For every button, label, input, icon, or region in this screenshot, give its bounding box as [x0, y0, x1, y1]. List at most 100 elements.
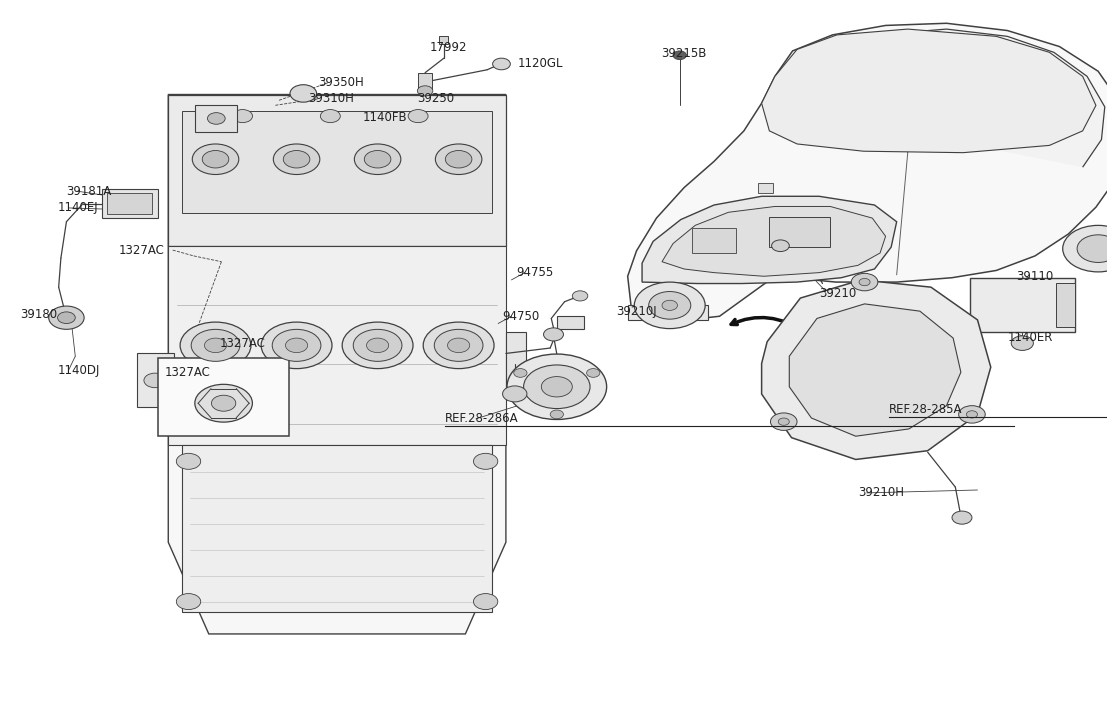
Circle shape: [851, 273, 878, 291]
Circle shape: [1077, 235, 1107, 262]
Circle shape: [261, 322, 332, 369]
Circle shape: [434, 329, 483, 361]
Circle shape: [959, 406, 985, 423]
Text: 1327AC: 1327AC: [165, 366, 210, 379]
Circle shape: [587, 369, 600, 377]
Polygon shape: [439, 36, 448, 44]
Circle shape: [180, 322, 251, 369]
Text: 39210H: 39210H: [858, 486, 904, 499]
Bar: [970, 278, 1075, 332]
Circle shape: [662, 300, 677, 310]
Text: 17992: 17992: [430, 41, 467, 54]
Polygon shape: [195, 105, 237, 132]
Polygon shape: [137, 353, 174, 407]
Circle shape: [408, 110, 428, 123]
Text: 1140EJ: 1140EJ: [58, 201, 99, 214]
Text: 39210J: 39210J: [617, 305, 658, 318]
Circle shape: [503, 386, 527, 402]
Text: 39310H: 39310H: [308, 92, 353, 105]
Circle shape: [283, 150, 310, 168]
Circle shape: [1011, 336, 1033, 350]
Circle shape: [195, 385, 252, 422]
Circle shape: [366, 338, 389, 353]
Text: 1327AC: 1327AC: [118, 244, 164, 257]
Circle shape: [286, 338, 308, 353]
Circle shape: [634, 282, 705, 329]
Polygon shape: [662, 206, 886, 276]
Circle shape: [192, 329, 240, 361]
Circle shape: [447, 338, 469, 353]
Polygon shape: [628, 23, 1107, 321]
Text: 39350H: 39350H: [318, 76, 363, 89]
Circle shape: [176, 454, 200, 470]
Circle shape: [859, 278, 870, 286]
Circle shape: [493, 58, 510, 70]
Circle shape: [770, 413, 797, 430]
Polygon shape: [168, 95, 506, 246]
Circle shape: [966, 411, 977, 418]
Circle shape: [445, 150, 472, 168]
Circle shape: [364, 150, 391, 168]
Polygon shape: [628, 305, 708, 320]
Circle shape: [353, 329, 402, 361]
Circle shape: [507, 354, 607, 419]
Polygon shape: [182, 111, 493, 213]
Circle shape: [203, 150, 229, 168]
Circle shape: [673, 51, 686, 60]
Circle shape: [320, 110, 340, 123]
Circle shape: [232, 110, 252, 123]
Polygon shape: [168, 95, 506, 634]
Text: 1140DJ: 1140DJ: [58, 364, 100, 377]
Circle shape: [49, 306, 84, 329]
Text: 1120GL: 1120GL: [518, 57, 563, 70]
Circle shape: [524, 365, 590, 409]
Text: REF.28-286A: REF.28-286A: [445, 412, 519, 425]
Circle shape: [144, 373, 166, 387]
Circle shape: [417, 86, 433, 96]
Polygon shape: [506, 332, 526, 397]
Text: 39180: 39180: [20, 308, 58, 321]
Bar: [107, 193, 152, 214]
Circle shape: [541, 377, 572, 397]
Text: 39250: 39250: [417, 92, 455, 105]
Circle shape: [205, 338, 227, 353]
Text: 94755: 94755: [516, 266, 554, 279]
Circle shape: [423, 322, 494, 369]
Text: 1140ER: 1140ER: [1007, 331, 1053, 344]
Circle shape: [58, 312, 75, 324]
Circle shape: [474, 593, 498, 609]
Polygon shape: [789, 304, 961, 436]
Circle shape: [778, 418, 789, 425]
Circle shape: [290, 85, 317, 103]
Circle shape: [649, 292, 691, 319]
Bar: [557, 316, 584, 329]
Circle shape: [572, 291, 588, 301]
Circle shape: [211, 395, 236, 411]
Circle shape: [342, 322, 413, 369]
Circle shape: [952, 511, 972, 524]
Circle shape: [1063, 225, 1107, 272]
Polygon shape: [762, 29, 1096, 153]
Circle shape: [435, 144, 482, 174]
Text: REF.28-285A: REF.28-285A: [889, 403, 962, 416]
Polygon shape: [762, 280, 991, 459]
Polygon shape: [168, 246, 506, 445]
Circle shape: [544, 328, 563, 341]
Circle shape: [272, 329, 321, 361]
Polygon shape: [102, 189, 158, 218]
Text: 39181A: 39181A: [66, 185, 112, 198]
Text: 1140FB: 1140FB: [363, 111, 407, 124]
Polygon shape: [418, 73, 432, 89]
Bar: [1056, 283, 1075, 327]
Polygon shape: [182, 445, 493, 612]
Polygon shape: [642, 196, 897, 284]
Text: 94750: 94750: [503, 310, 540, 323]
Text: 1327AC: 1327AC: [219, 337, 265, 350]
Bar: [158, 358, 289, 436]
Circle shape: [514, 369, 527, 377]
Circle shape: [193, 144, 239, 174]
Polygon shape: [758, 183, 773, 193]
Circle shape: [550, 410, 563, 419]
Circle shape: [474, 454, 498, 470]
Polygon shape: [762, 29, 1105, 167]
